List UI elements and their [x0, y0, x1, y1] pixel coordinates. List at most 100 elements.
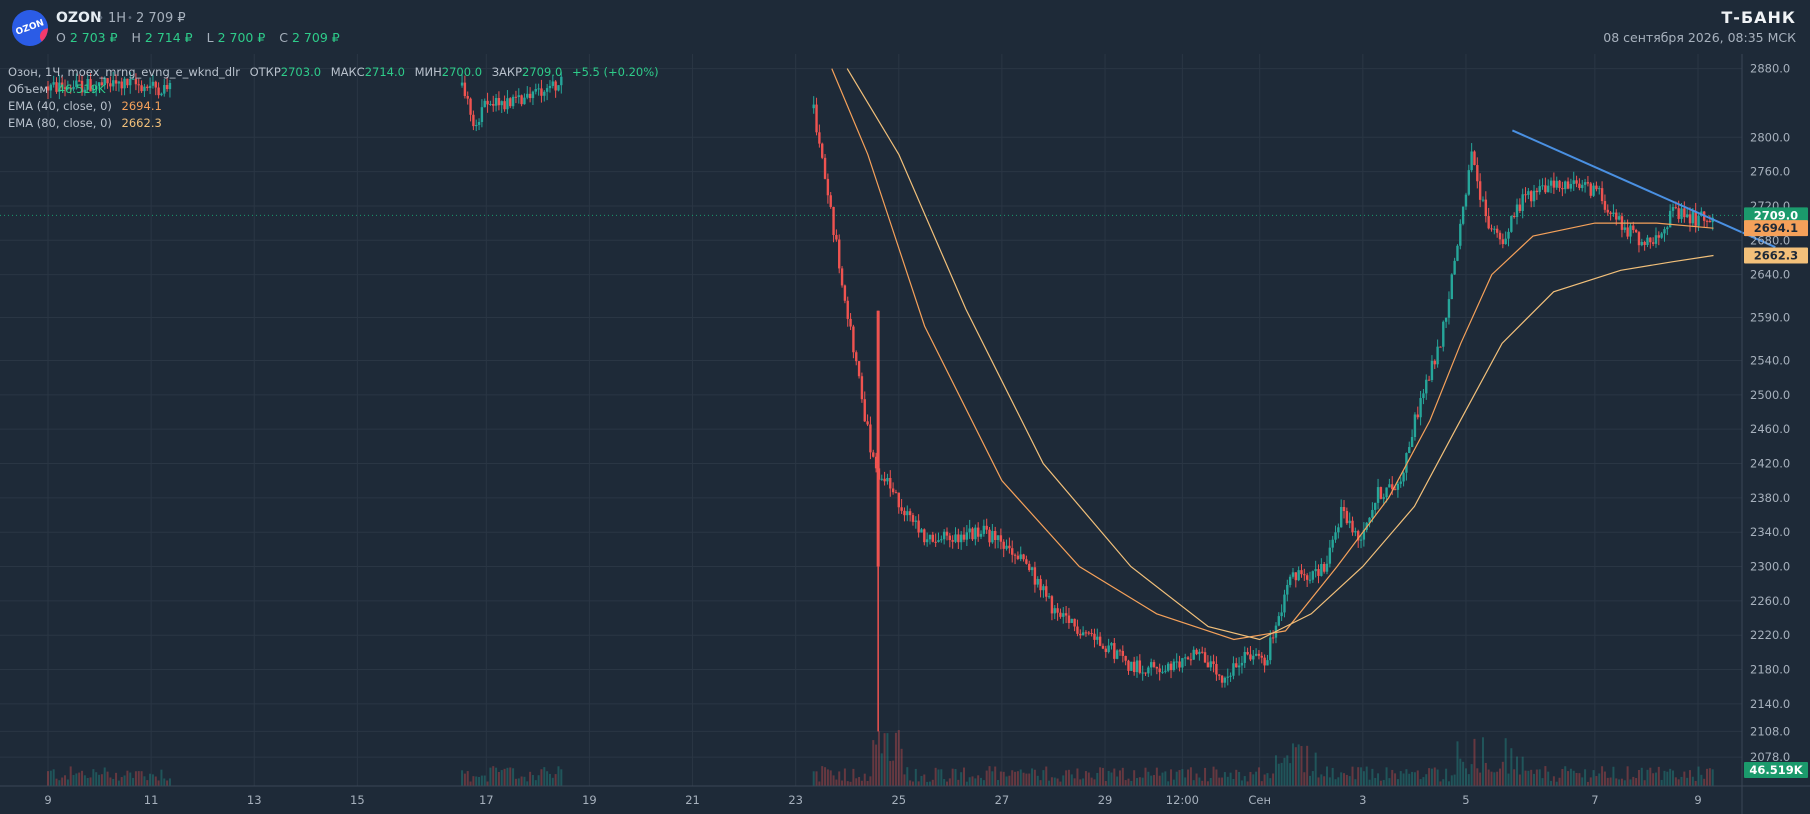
- candle-body: [1090, 633, 1093, 635]
- candle-body: [1510, 215, 1513, 232]
- volume-bar: [154, 776, 157, 786]
- trendline-drawing[interactable]: [1511, 129, 1776, 249]
- volume-bar: [1374, 777, 1377, 786]
- timeframe-selector[interactable]: 1H: [108, 11, 127, 26]
- series-legend-row[interactable]: Озон, 1Ч, moex_mrng_evng_e_wknd_dlr ОТКР…: [8, 65, 659, 79]
- volume-bar: [506, 767, 509, 786]
- volume-bar: [926, 781, 929, 786]
- candle-body: [1232, 663, 1235, 676]
- candle-body: [826, 178, 830, 196]
- candle-body: [477, 121, 481, 125]
- volume-bar: [1090, 777, 1093, 786]
- candle-body: [1149, 662, 1153, 668]
- candle-body: [1572, 180, 1575, 184]
- volume-bar: [841, 780, 844, 786]
- volume-bar: [1317, 777, 1320, 786]
- candle-body: [818, 132, 821, 144]
- candle-body: [1444, 317, 1448, 322]
- volume-bar: [1377, 773, 1380, 786]
- x-tick-label: 21: [685, 793, 700, 807]
- candle-body: [52, 82, 55, 85]
- y-tick-label: 2590.0: [1750, 311, 1790, 325]
- volume-bar: [906, 767, 909, 786]
- candle-body: [1328, 547, 1332, 564]
- x-tick-label: 17: [479, 793, 494, 807]
- candle-body: [1045, 586, 1048, 597]
- volume-bar: [948, 778, 951, 786]
- candle-body: [1544, 185, 1547, 193]
- candle-body: [1632, 225, 1635, 230]
- candle-body: [982, 525, 986, 534]
- candle-body: [1050, 596, 1054, 614]
- candle-body: [1184, 657, 1187, 659]
- candle-body: [934, 541, 937, 543]
- candle-body: [866, 421, 869, 425]
- candle-body: [1674, 207, 1678, 209]
- candle-body: [1280, 612, 1283, 617]
- volume-bar: [163, 778, 166, 786]
- candle-body: [1345, 511, 1349, 524]
- candle-body: [1419, 398, 1422, 418]
- candle-body: [869, 424, 872, 453]
- volume-bar: [1323, 776, 1326, 786]
- volume-bar: [1033, 769, 1036, 786]
- candle-body: [1218, 674, 1221, 676]
- volume-bar: [846, 781, 849, 786]
- volume-bar: [1615, 778, 1618, 786]
- candle-body: [131, 78, 135, 80]
- volume-bar: [554, 774, 557, 786]
- candle-body: [1110, 643, 1113, 646]
- volume-bar: [1569, 768, 1572, 786]
- candle-body: [1320, 564, 1323, 576]
- candle-body: [1705, 220, 1709, 222]
- volume-bar: [1065, 770, 1068, 786]
- x-tick-label: 9: [44, 793, 51, 807]
- candle-body: [1243, 652, 1246, 663]
- candle-body: [1657, 235, 1661, 238]
- volume-bar: [1425, 774, 1428, 786]
- candle-body: [889, 477, 892, 489]
- candle-body: [1529, 191, 1533, 202]
- candle-body: [1547, 185, 1550, 193]
- volume-bar: [1116, 776, 1119, 786]
- volume-bar: [1257, 767, 1260, 786]
- volume-bar: [1150, 775, 1153, 786]
- volume-bar: [1578, 773, 1581, 786]
- volume-bar: [1232, 778, 1235, 786]
- volume-bar: [100, 774, 103, 786]
- volume-bar: [1674, 777, 1677, 786]
- candle-body: [1442, 321, 1445, 347]
- volume-bar: [1527, 770, 1530, 786]
- candle-body: [1354, 531, 1357, 533]
- volume-bar: [920, 775, 923, 786]
- candle-body: [60, 82, 64, 88]
- candle-body: [1201, 651, 1204, 653]
- volume-bar: [1136, 778, 1138, 786]
- candle-body: [906, 511, 909, 516]
- volume-bar: [1555, 781, 1558, 786]
- volume-bar: [1113, 768, 1116, 786]
- volume-legend-row[interactable]: Объем 46.519K: [8, 82, 106, 96]
- candle-body: [1130, 661, 1133, 671]
- volume-bar: [166, 780, 169, 786]
- candle-body: [100, 82, 104, 86]
- volume-bar: [1002, 771, 1005, 786]
- volume-bar: [1382, 779, 1385, 786]
- volume-bar: [1121, 767, 1124, 786]
- candle-body: [494, 97, 498, 106]
- ticker-symbol[interactable]: OZON: [56, 10, 102, 26]
- candle-body: [1518, 204, 1522, 211]
- y-tick-label: 2078.0: [1750, 750, 1790, 764]
- volume-bar: [1223, 772, 1226, 786]
- last-price: 2 709 ₽: [136, 11, 186, 26]
- volume-bar: [849, 781, 852, 786]
- ema40-legend-row[interactable]: EMA (40, close, 0) 2694.1: [8, 99, 162, 113]
- volume-bar: [1028, 773, 1031, 786]
- candle-body: [829, 195, 832, 207]
- candle-body: [1288, 576, 1292, 585]
- volume-bar: [892, 760, 895, 786]
- volume-bar: [1595, 776, 1598, 786]
- volume-bar: [75, 773, 78, 786]
- ema80-legend-row[interactable]: EMA (80, close, 0) 2662.3: [8, 116, 162, 130]
